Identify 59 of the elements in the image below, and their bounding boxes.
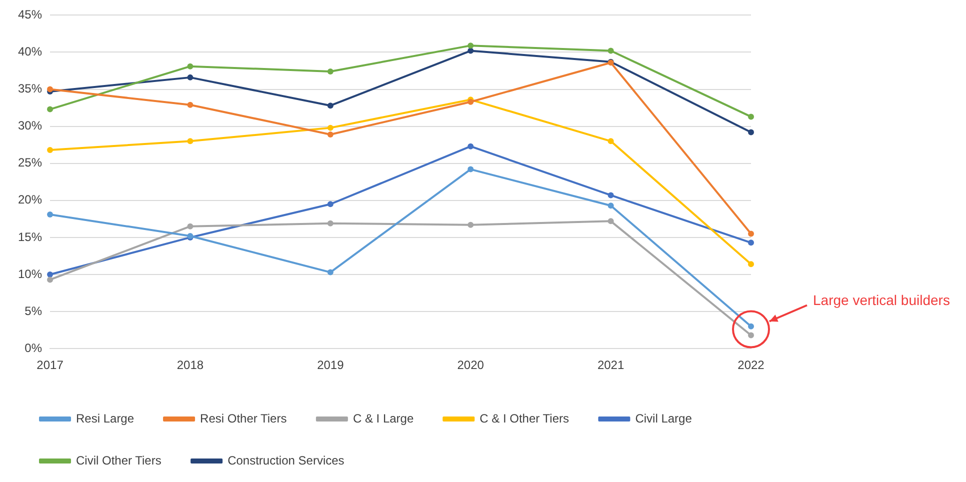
point	[748, 129, 754, 136]
point	[468, 166, 474, 172]
legend-label: Resi Large	[76, 411, 134, 426]
point	[748, 332, 754, 338]
y-tick-label: 10%	[18, 266, 42, 281]
point	[608, 192, 614, 198]
point	[187, 63, 194, 70]
point	[748, 323, 754, 330]
point	[327, 201, 334, 208]
x-tick-label: 2019	[317, 358, 344, 372]
text: Large vertical builders	[813, 292, 950, 308]
y-tick-label: 25%	[18, 156, 42, 170]
point	[47, 86, 54, 92]
y-tick-label: 40%	[18, 44, 42, 59]
point	[748, 240, 754, 246]
point	[327, 131, 334, 138]
y-tick-label: 5%	[24, 304, 42, 318]
point	[327, 68, 334, 75]
point	[608, 138, 614, 144]
point	[748, 230, 754, 237]
point	[608, 202, 614, 209]
x-tick-label: 2020	[457, 358, 484, 372]
y-tick-label: 0%	[24, 340, 42, 355]
x-tick-label: 2022	[738, 358, 765, 372]
y-tick-label: 45%	[18, 8, 42, 22]
point	[468, 222, 474, 228]
y-tick-label: 35%	[18, 82, 42, 96]
legend-label: Civil Large	[635, 411, 692, 426]
y-tick-label: 20%	[18, 192, 42, 207]
point	[327, 269, 334, 276]
y-tick-label: 15%	[18, 230, 42, 244]
point	[748, 114, 754, 120]
point	[327, 124, 334, 131]
point	[47, 212, 54, 218]
x-tick-label: 2021	[597, 358, 624, 372]
x-tick-label: 2018	[176, 358, 204, 372]
point	[47, 272, 54, 278]
point	[187, 223, 194, 230]
point	[468, 143, 474, 150]
point	[748, 261, 754, 268]
legend-label: Resi Other Tiers	[200, 411, 287, 426]
point	[47, 106, 54, 112]
point	[327, 102, 334, 109]
point	[47, 276, 54, 283]
legend-label: Construction Services	[228, 453, 344, 468]
point	[327, 220, 334, 226]
point	[187, 138, 194, 144]
point	[47, 147, 54, 154]
point	[187, 102, 194, 108]
point	[187, 74, 194, 80]
legend-label: C & I Large	[352, 411, 414, 426]
point	[468, 42, 474, 49]
y-tick-label: 30%	[18, 118, 42, 133]
legend-label: Civil Other Tiers	[76, 453, 162, 468]
point	[608, 218, 614, 224]
point	[468, 48, 474, 54]
x-tick-label: 2017	[36, 358, 64, 372]
legend-label: C & I Other Tiers	[480, 411, 569, 426]
point	[608, 48, 614, 54]
